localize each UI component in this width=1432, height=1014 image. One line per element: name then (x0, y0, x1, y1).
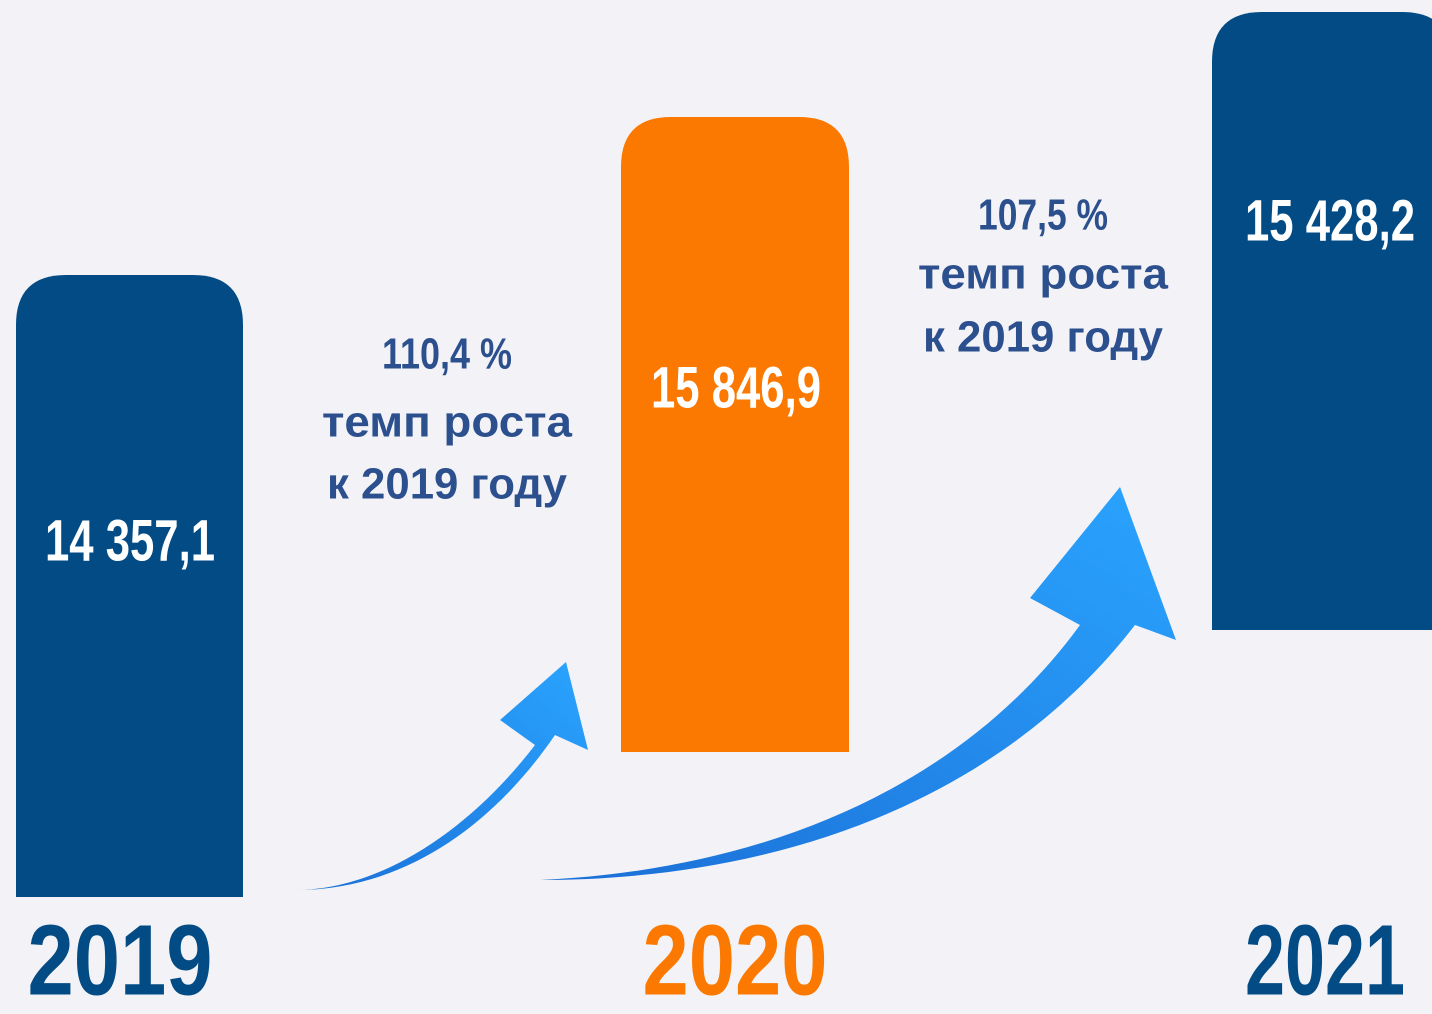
annotation: к 2019 году (923, 313, 1164, 362)
year-label: 2019 (28, 904, 213, 1014)
value-label: 15 428,2 (1245, 188, 1415, 253)
bar (621, 117, 849, 752)
annotation: темп роста (918, 250, 1169, 299)
bar (16, 275, 243, 897)
value-label: 14 357,1 (45, 508, 215, 573)
growth-arrow (296, 662, 588, 890)
annotation: темп роста (322, 398, 573, 447)
annotation: к 2019 году (327, 460, 568, 509)
annotation: 107,5 % (978, 191, 1108, 240)
growth-arrow (540, 487, 1176, 880)
bar (1212, 12, 1432, 630)
year-label: 2021 (1245, 904, 1405, 1014)
value-label: 15 846,9 (651, 355, 821, 420)
year-label: 2020 (643, 904, 828, 1014)
annotation: 110,4 % (382, 330, 512, 379)
